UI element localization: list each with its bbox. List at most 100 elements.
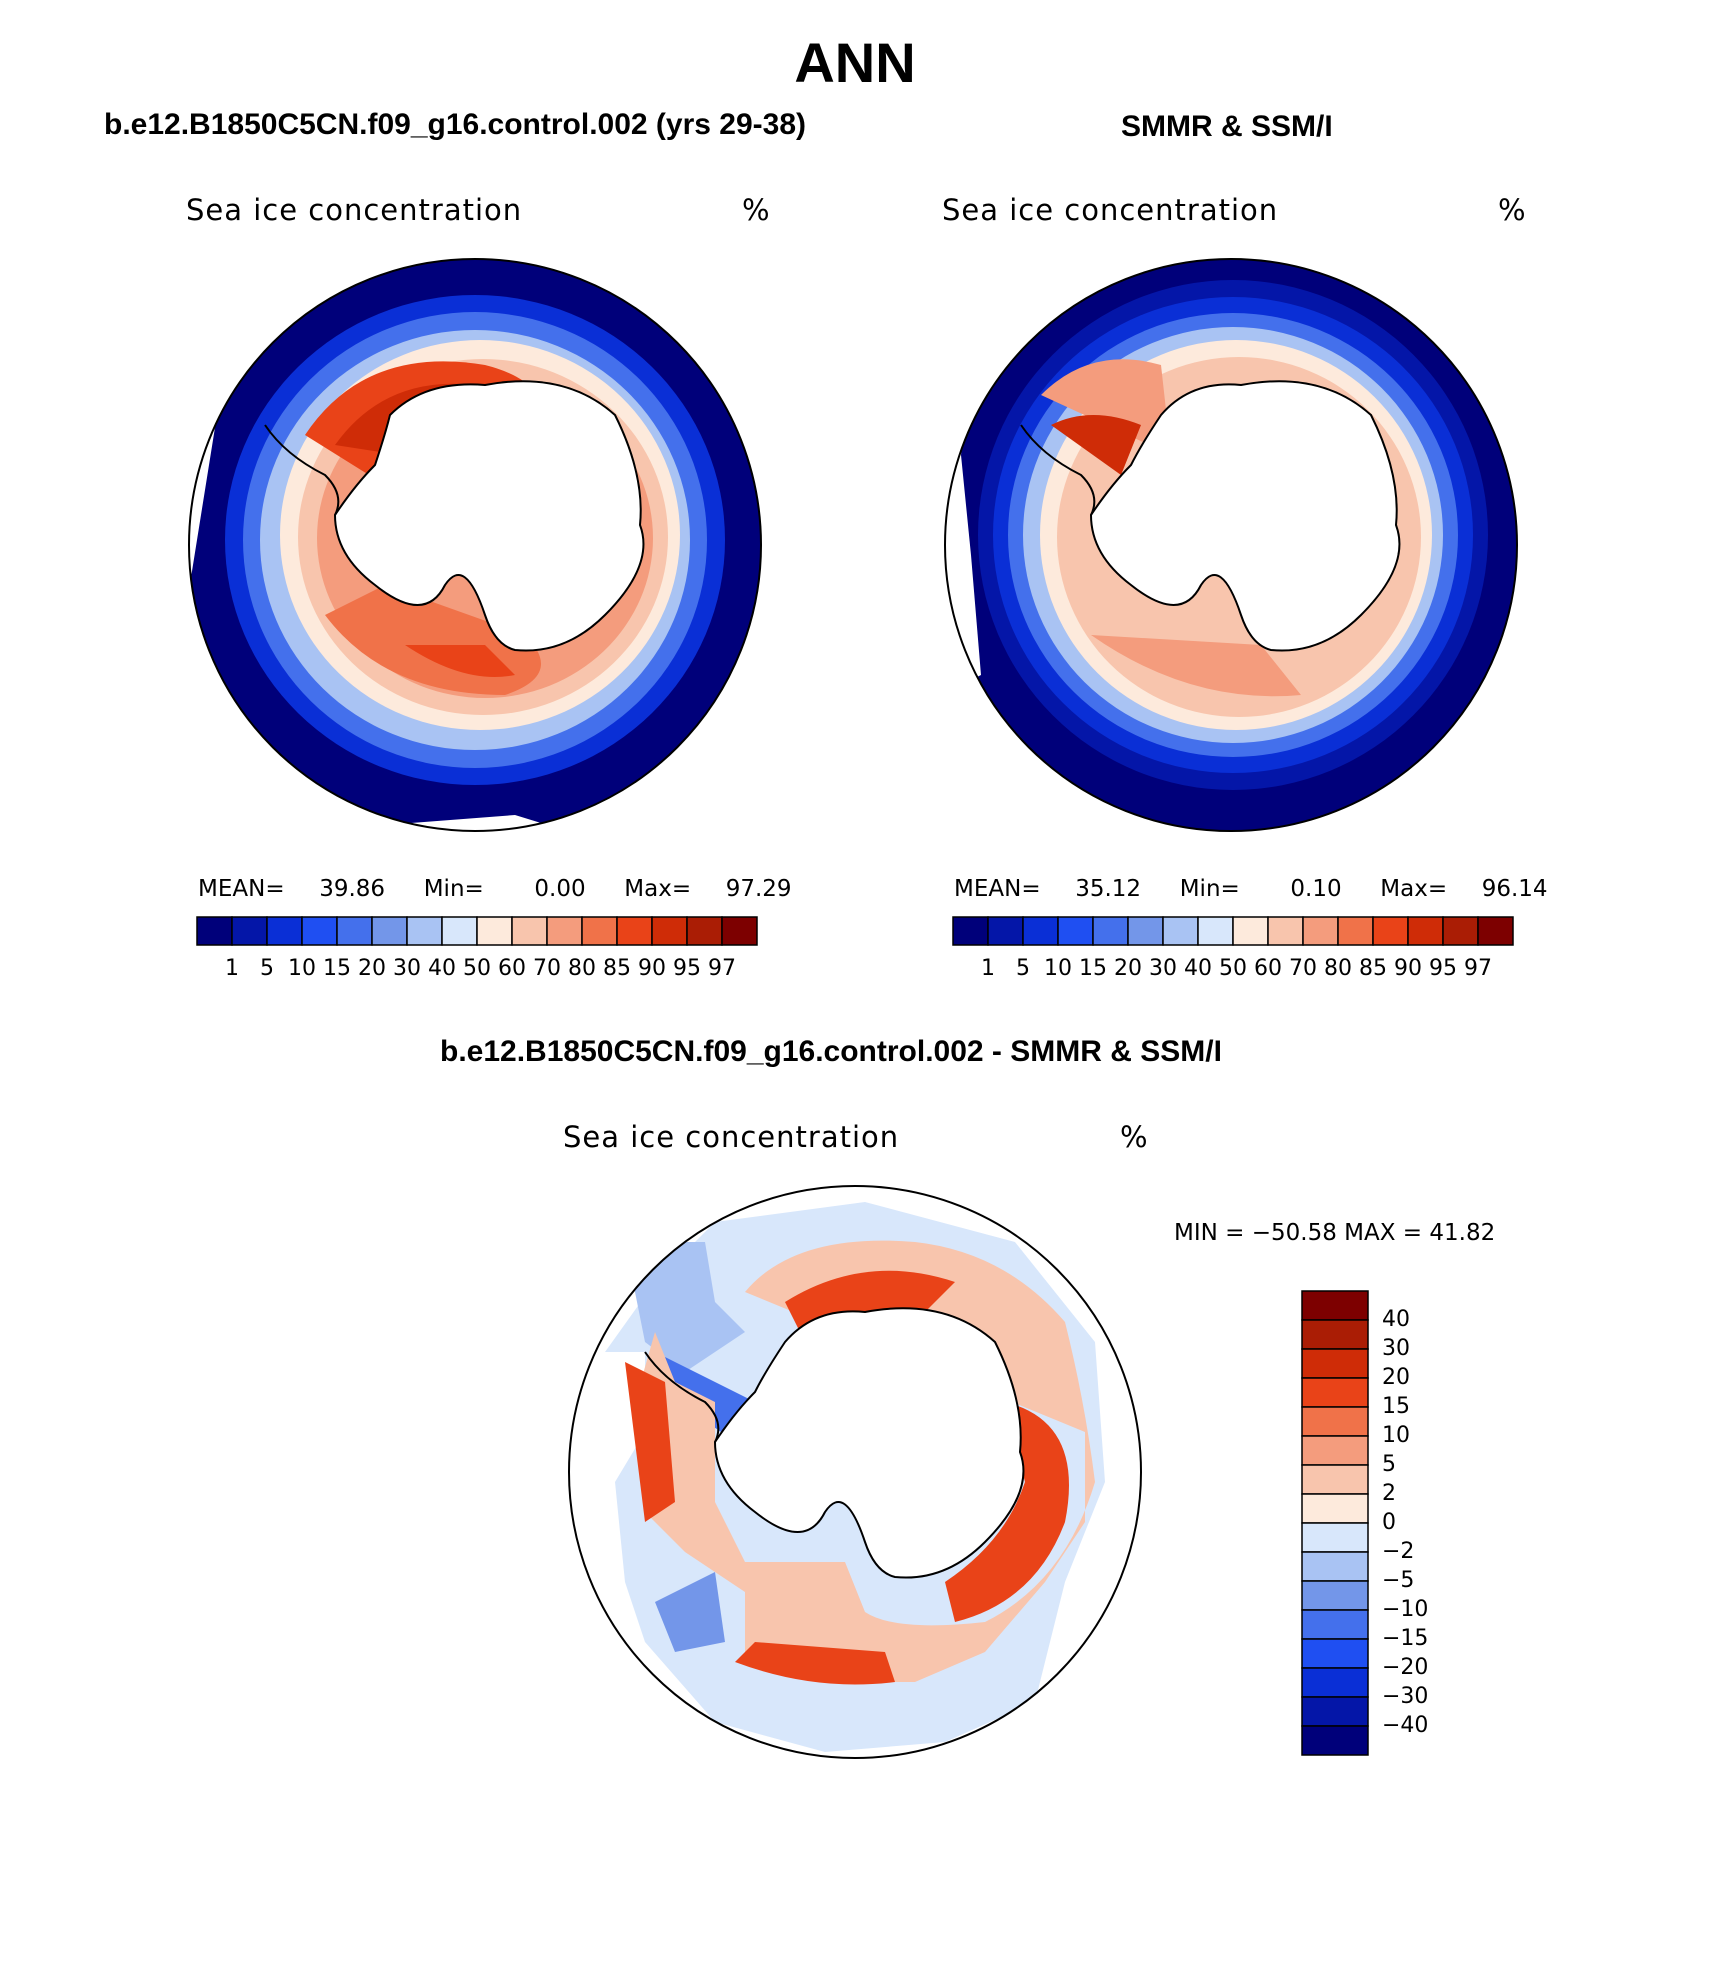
colorbar-tick-label: 30 [1149, 956, 1177, 981]
colorbar-swatch [721, 916, 758, 946]
colorbar-tick-label: 40 [1184, 956, 1212, 981]
stat-mean-label: MEAN= [198, 876, 285, 902]
stat-max-value: 97.29 [725, 876, 792, 902]
colorbar-tick-label: −2 [1382, 1539, 1415, 1564]
colorbar-tick-label: 2 [1382, 1481, 1396, 1506]
colorbar-swatch [231, 916, 268, 946]
panel-title-diff: b.e12.B1850C5CN.f09_g16.control.002 - SM… [440, 1035, 1222, 1068]
stat-max-value: 96.14 [1481, 876, 1548, 902]
diff-variable-label: Sea ice concentration [563, 1120, 900, 1154]
colorbar-swatch [1301, 1551, 1369, 1582]
colorbar-tick-label: 95 [1429, 956, 1457, 981]
colorbar-diff-ticks: 40 30 20 15 10 5 2 0 −2 −5 −10 −15 −20 −30 −40 [1382, 1291, 1462, 1755]
colorbar-tick-label: 70 [1289, 956, 1317, 981]
colorbar-tick-label: 90 [1394, 956, 1422, 981]
polar-map-model [188, 258, 762, 832]
stat-max-label: Max= [624, 876, 692, 902]
colorbar-swatch [1407, 916, 1444, 946]
colorbar-tick-label: 97 [1464, 956, 1492, 981]
colorbar-obs [952, 916, 1514, 946]
colorbar-tick-label: 60 [498, 956, 526, 981]
colorbar-tick-label: 5 [1016, 956, 1030, 981]
colorbar-tick-label: 20 [1114, 956, 1142, 981]
stat-min-value: 0.10 [1290, 876, 1342, 902]
colorbar-swatch [1197, 916, 1234, 946]
colorbar-tick-label: 15 [1382, 1394, 1410, 1419]
colorbar-tick-label: 40 [428, 956, 456, 981]
colorbar-tick-label: 30 [393, 956, 421, 981]
colorbar-tick-label: 50 [463, 956, 491, 981]
colorbar-tick-label: 80 [568, 956, 596, 981]
colorbar-tick-label: 1 [981, 956, 995, 981]
colorbar-swatch [336, 916, 373, 946]
stat-min-label: Min= [1179, 876, 1240, 902]
colorbar-obs-ticks: 1 5 10 15 20 30 40 50 60 70 80 85 90 95 97 [953, 956, 1513, 982]
colorbar-tick-label: −15 [1382, 1626, 1429, 1651]
stat-mean-value: 35.12 [1075, 876, 1142, 902]
diff-units-label: % [1120, 1120, 1149, 1154]
colorbar-swatch [1162, 916, 1199, 946]
colorbar-tick-label: 1 [225, 956, 239, 981]
stat-mean-label: MEAN= [954, 876, 1041, 902]
colorbar-swatch [1301, 1609, 1369, 1640]
colorbar-swatch [686, 916, 723, 946]
panel-units-label: % [1498, 193, 1527, 227]
colorbar-tick-label: 40 [1382, 1307, 1410, 1332]
colorbar-tick-label: 90 [638, 956, 666, 981]
colorbar-tick-label: −20 [1382, 1655, 1429, 1680]
colorbar-swatch [476, 916, 513, 946]
colorbar-tick-label: 50 [1219, 956, 1247, 981]
colorbar-swatch [1442, 916, 1479, 946]
colorbar-swatch [1301, 1580, 1369, 1611]
colorbar-swatch [1301, 1493, 1369, 1524]
colorbar-model-ticks: 1 5 10 15 20 30 40 50 60 70 80 85 90 95 97 [197, 956, 757, 982]
colorbar-swatch [1301, 1319, 1369, 1350]
colorbar-tick-label: −40 [1382, 1713, 1429, 1738]
colorbar-tick-label: −5 [1382, 1568, 1415, 1593]
colorbar-swatch [196, 916, 233, 946]
colorbar-swatch [266, 916, 303, 946]
colorbar-swatch [1337, 916, 1374, 946]
polar-map-obs [944, 258, 1518, 832]
colorbar-tick-label: 15 [323, 956, 351, 981]
colorbar-swatch [1022, 916, 1059, 946]
polar-map-diff [568, 1185, 1142, 1759]
colorbar-swatch [406, 916, 443, 946]
colorbar-swatch [616, 916, 653, 946]
colorbar-swatch [1301, 1290, 1369, 1321]
stat-mean-value: 39.86 [319, 876, 386, 902]
colorbar-swatch [1301, 1696, 1369, 1727]
stat-min-value: 0.00 [534, 876, 586, 902]
colorbar-model [196, 916, 758, 946]
colorbar-swatch [1301, 1522, 1369, 1553]
colorbar-swatch [1302, 916, 1339, 946]
colorbar-tick-label: 85 [1359, 956, 1387, 981]
colorbar-swatch [1301, 1638, 1369, 1669]
colorbar-swatch [1301, 1406, 1369, 1437]
colorbar-tick-label: 30 [1382, 1336, 1410, 1361]
colorbar-tick-label: −10 [1382, 1597, 1429, 1622]
colorbar-swatch [1372, 916, 1409, 946]
colorbar-diff [1301, 1290, 1369, 1756]
colorbar-swatch [1477, 916, 1514, 946]
figure-title: ANN [794, 31, 916, 94]
colorbar-tick-label: 10 [1382, 1423, 1410, 1448]
colorbar-swatch [301, 916, 338, 946]
colorbar-swatch [1232, 916, 1269, 946]
colorbar-swatch [371, 916, 408, 946]
colorbar-tick-label: 20 [1382, 1365, 1410, 1390]
colorbar-swatch [651, 916, 688, 946]
colorbar-swatch [441, 916, 478, 946]
colorbar-tick-label: 15 [1079, 956, 1107, 981]
panel-variable-label: Sea ice concentration [942, 193, 1279, 227]
colorbar-tick-label: 97 [708, 956, 736, 981]
colorbar-swatch [1301, 1667, 1369, 1698]
colorbar-swatch [987, 916, 1024, 946]
stat-max-label: Max= [1380, 876, 1448, 902]
colorbar-swatch [511, 916, 548, 946]
colorbar-swatch [546, 916, 583, 946]
colorbar-tick-label: 20 [358, 956, 386, 981]
colorbar-swatch [1301, 1348, 1369, 1379]
panel-title-obs: SMMR & SSM/I [1121, 110, 1333, 143]
colorbar-swatch [1301, 1377, 1369, 1408]
